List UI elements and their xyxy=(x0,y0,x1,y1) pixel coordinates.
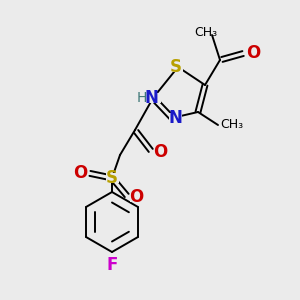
Text: F: F xyxy=(106,256,118,274)
Text: O: O xyxy=(153,143,167,161)
Text: O: O xyxy=(129,188,143,206)
Bar xyxy=(106,173,118,183)
Text: CH₃: CH₃ xyxy=(194,26,218,38)
Bar xyxy=(137,93,161,103)
Bar xyxy=(169,62,182,72)
Bar xyxy=(106,257,118,267)
Text: H: H xyxy=(137,91,147,105)
Text: N: N xyxy=(144,89,158,107)
Text: S: S xyxy=(106,169,118,187)
Text: O: O xyxy=(73,164,87,182)
Text: N: N xyxy=(168,109,182,127)
Text: O: O xyxy=(246,44,260,62)
Bar xyxy=(247,48,260,58)
Bar xyxy=(154,147,166,157)
Bar xyxy=(169,113,182,123)
Text: S: S xyxy=(170,58,182,76)
Bar xyxy=(74,168,86,178)
Bar xyxy=(130,192,142,202)
Text: CH₃: CH₃ xyxy=(220,118,244,131)
